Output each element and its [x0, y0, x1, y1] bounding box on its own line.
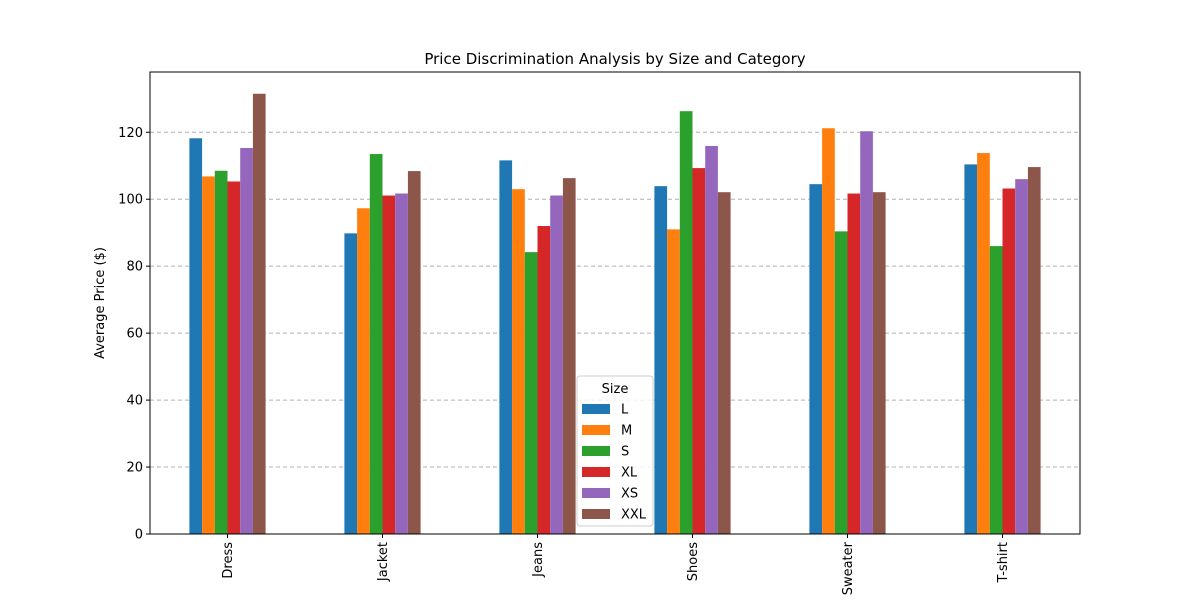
bar-shoes-xl	[692, 168, 706, 534]
bar-t-shirt-l	[964, 164, 978, 534]
x-tick-label: Jacket	[376, 542, 391, 582]
bar-sweater-xxl	[872, 192, 886, 534]
bar-dress-xs	[240, 147, 253, 534]
x-tick-label: Sweater	[841, 541, 856, 595]
bar-jacket-xxl	[407, 171, 421, 535]
y-tick-label: 80	[126, 260, 143, 275]
legend-swatch-m	[582, 425, 610, 435]
legend-swatch-xl	[582, 467, 610, 477]
bar-jeans-l	[499, 160, 513, 534]
bar-shoes-s	[679, 111, 693, 535]
legend-swatch-l	[582, 404, 610, 414]
legend-swatch-xxl	[582, 509, 610, 519]
bar-t-shirt-m	[977, 153, 990, 534]
legend-label-s: S	[621, 445, 629, 460]
bar-t-shirt-xxl	[1027, 167, 1041, 535]
bar-dress-l	[189, 138, 203, 534]
legend-label-xs: XS	[621, 487, 638, 502]
bar-jeans-xs	[550, 195, 563, 534]
bar-dress-s	[214, 170, 228, 534]
bar-shoes-l	[654, 186, 668, 534]
bar-jeans-xxl	[562, 178, 576, 534]
legend-label-xl: XL	[621, 466, 638, 481]
legend-title: Size	[602, 382, 629, 397]
x-tick-label: Shoes	[686, 542, 701, 581]
bar-jeans-m	[512, 189, 525, 534]
bar-sweater-s	[834, 231, 848, 535]
legend-label-m: M	[621, 424, 632, 439]
bar-jacket-m	[357, 208, 370, 534]
y-axis: 0 20 40 60 80 100 120	[118, 126, 150, 543]
y-tick-label: 0	[135, 528, 143, 543]
bar-jacket-s	[369, 154, 383, 535]
x-axis: Dress Jacket Jeans Shoes Sweater T-shirt	[221, 534, 1011, 595]
bar-shoes-m	[667, 229, 680, 534]
bar-jeans-s	[524, 252, 538, 534]
bar-shoes-xs	[705, 145, 718, 535]
x-tick-label: Dress	[221, 542, 236, 579]
bar-shoes-xxl	[717, 192, 731, 534]
bar-dress-m	[202, 176, 215, 534]
bar-dress-xl	[227, 181, 241, 534]
bar-t-shirt-xl	[1002, 188, 1016, 535]
chart-title: Price Discrimination Analysis by Size an…	[424, 50, 805, 68]
x-tick-label: Jeans	[531, 542, 546, 578]
bar-dress-xxl	[252, 93, 266, 535]
legend: Size LMS XL XS XXL	[576, 375, 654, 527]
bar-jacket-xs	[395, 193, 408, 534]
y-axis-label: Average Price ($)	[93, 247, 108, 359]
legend-label-xxl: XXL	[621, 508, 647, 523]
legend-swatch-xs	[582, 488, 610, 498]
y-tick-label: 60	[126, 327, 143, 342]
bar-sweater-xs	[860, 131, 873, 534]
bar-sweater-l	[809, 184, 823, 535]
y-tick-label: 20	[126, 461, 143, 476]
y-tick-label: 120	[118, 126, 143, 141]
legend-swatch-s	[582, 446, 610, 456]
legend-label-l: L	[621, 403, 629, 418]
plot-frame	[149, 71, 1081, 535]
bar-t-shirt-xs	[1015, 179, 1028, 534]
y-tick-label: 100	[118, 193, 143, 208]
bar-sweater-m	[822, 128, 835, 535]
bar-t-shirt-s	[989, 246, 1003, 534]
bar-jacket-xl	[382, 195, 396, 534]
bar-jacket-l	[344, 233, 358, 534]
y-tick-label: 40	[126, 394, 143, 409]
x-tick-label: T-shirt	[996, 542, 1011, 584]
bars-layer	[189, 93, 1041, 535]
bar-sweater-xl	[847, 193, 861, 534]
bar-jeans-xl	[537, 226, 551, 534]
